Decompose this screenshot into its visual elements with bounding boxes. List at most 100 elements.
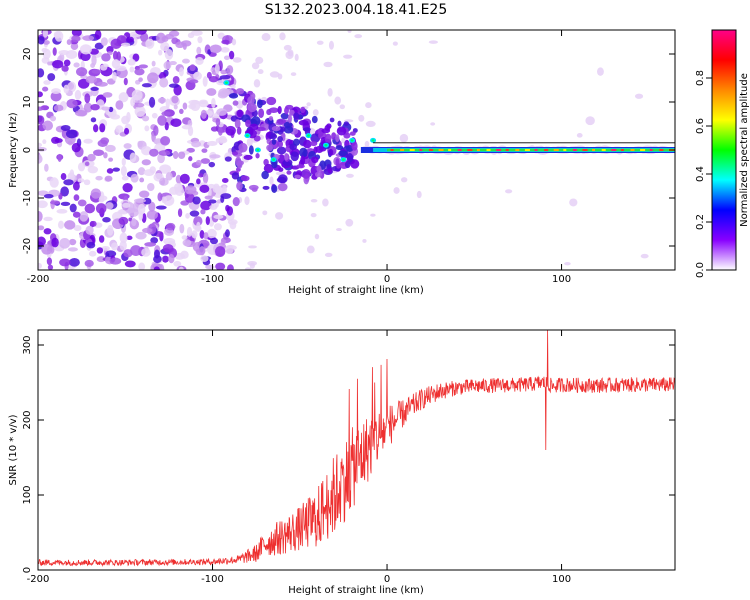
spectrogram-transition-blob bbox=[255, 153, 260, 159]
spectrogram-transition-blob bbox=[231, 151, 239, 156]
spectrogram-noise-blob bbox=[229, 221, 237, 230]
spectrogram-transition-blob bbox=[277, 135, 283, 143]
spectrogram-noise-blob bbox=[142, 115, 150, 122]
spectrogram-noise-blob bbox=[155, 205, 167, 210]
spectrogram-noise-blob bbox=[49, 177, 59, 188]
spectrogram-noise-blob bbox=[38, 262, 42, 269]
spectrogram-signal-peak bbox=[390, 149, 394, 151]
spectrogram-noise-blob bbox=[75, 110, 87, 117]
spectrogram-noise-blob bbox=[118, 92, 129, 103]
spectrogram-noise-blob bbox=[90, 220, 97, 227]
spectrogram-noise-blob bbox=[158, 177, 169, 186]
spectrogram-noise-blob bbox=[182, 42, 187, 50]
spectrogram-transition-blob bbox=[331, 132, 337, 140]
spectrogram-transition-blob bbox=[256, 126, 266, 132]
spectrogram-faint-blob bbox=[316, 40, 324, 45]
spectrogram-noise-blob bbox=[148, 96, 156, 108]
spectrogram-noise-blob bbox=[38, 68, 45, 78]
spectrogram-noise-blob bbox=[157, 153, 165, 164]
spectrogram-noise-blob bbox=[196, 178, 201, 185]
spectrogram-faint-blob bbox=[310, 213, 317, 218]
spectrogram-noise-blob bbox=[209, 204, 218, 210]
spectrogram-noise-blob bbox=[147, 182, 155, 192]
spectrogram-noise-blob bbox=[60, 125, 71, 132]
spectrogram-noise-blob bbox=[200, 158, 211, 164]
spectrogram-noise-blob bbox=[118, 216, 129, 225]
spectrogram-noise-blob bbox=[69, 169, 75, 178]
spectrogram-transition-blob bbox=[287, 113, 292, 124]
spectrogram-signal-peak bbox=[620, 149, 624, 151]
spectrogram-faint-blob bbox=[569, 198, 578, 207]
spectrogram-noise-blob bbox=[172, 75, 180, 84]
snr-ylabel: SNR (10 * v/v) bbox=[8, 414, 19, 485]
spectrogram-noise-blob bbox=[85, 225, 94, 235]
spectrogram-noise-blob bbox=[218, 135, 227, 143]
spectrogram-noise-blob bbox=[44, 163, 49, 172]
spectrogram-transition-blob bbox=[262, 185, 270, 190]
spectrogram-noise-blob bbox=[148, 201, 156, 212]
spectrogram-noise-blob bbox=[131, 218, 137, 227]
spectrogram-noise-blob bbox=[225, 125, 236, 136]
spectrogram-noise-blob bbox=[82, 35, 95, 41]
spectrogram-noise-blob bbox=[178, 266, 184, 270]
spectrogram-faint-blob bbox=[323, 61, 333, 68]
spectrogram-noise-blob bbox=[59, 238, 71, 249]
spectrogram-noise-blob bbox=[42, 30, 48, 38]
spectrogram-noise-blob bbox=[90, 117, 97, 123]
spectrogram-transition-blob bbox=[263, 163, 274, 173]
spectrogram-noise-blob bbox=[120, 165, 127, 177]
spectrogram-noise-blob bbox=[74, 89, 82, 100]
spectrogram-noise-blob bbox=[164, 49, 174, 60]
spectrogram-hotspot-core bbox=[225, 81, 228, 85]
spectrogram-noise-blob bbox=[43, 216, 53, 222]
spectrogram-noise-blob bbox=[87, 166, 99, 174]
spectrogram-transition-blob bbox=[277, 182, 288, 192]
spectrogram-noise-blob bbox=[60, 201, 71, 207]
spectrogram-faint-blob bbox=[370, 213, 376, 217]
spectrogram-signal-peak bbox=[544, 149, 549, 151]
spectrogram-transition-blob bbox=[268, 107, 279, 113]
spectrogram-faint-blob bbox=[336, 228, 342, 232]
spectrogram-noise-blob bbox=[122, 202, 131, 208]
spectrogram-noise-blob bbox=[211, 97, 216, 109]
spectrogram-noise-blob bbox=[38, 106, 45, 111]
spectrogram-signal-peak bbox=[524, 149, 530, 151]
spectrogram-faint-blob bbox=[597, 67, 604, 76]
spectrogram-noise-blob bbox=[93, 124, 99, 133]
spectrogram-noise-blob bbox=[160, 41, 170, 52]
spectrogram-noise-blob bbox=[188, 99, 200, 105]
spectrogram-noise-blob bbox=[121, 157, 126, 167]
spectrogram-noise-blob bbox=[109, 114, 121, 120]
spectrogram-hotspot-core bbox=[272, 158, 276, 161]
spectrogram-transition-blob bbox=[328, 148, 334, 156]
spectrogram-transition-blob bbox=[235, 156, 242, 167]
spectrogram-transition-blob bbox=[266, 96, 277, 106]
spectrogram-transition-blob bbox=[271, 184, 278, 193]
spectrogram-xtick-label: 100 bbox=[552, 274, 571, 285]
spectrogram-noise-blob bbox=[196, 221, 201, 231]
spectrogram-transition-blob bbox=[250, 92, 256, 100]
spectrogram-noise-blob bbox=[157, 97, 167, 104]
spectrogram-noise-blob bbox=[38, 211, 43, 222]
spectrogram-noise-blob bbox=[158, 72, 167, 80]
spectrogram-noise-blob bbox=[138, 190, 150, 198]
spectrogram-faint-blob bbox=[306, 245, 315, 254]
spectrogram-transition-blob bbox=[248, 184, 259, 191]
spectrogram-noise-blob bbox=[97, 139, 108, 147]
spectrogram-noise-blob bbox=[208, 199, 217, 204]
spectrogram-noise-blob bbox=[141, 247, 151, 257]
spectrogram-noise-blob bbox=[66, 98, 78, 109]
spectrogram-noise-blob bbox=[53, 104, 64, 112]
spectrogram-noise-blob bbox=[146, 210, 158, 220]
spectrogram-noise-blob bbox=[212, 185, 221, 193]
spectrogram-noise-blob bbox=[80, 52, 91, 62]
spectrogram-noise-blob bbox=[123, 143, 132, 149]
spectrogram-noise-blob bbox=[130, 173, 139, 183]
spectrogram-noise-blob bbox=[153, 266, 160, 270]
spectrogram-noise-blob bbox=[100, 37, 108, 46]
spectrogram-transition-blob bbox=[231, 172, 240, 180]
spectrogram-noise-blob bbox=[52, 47, 57, 56]
spectrogram-noise-blob bbox=[105, 202, 114, 210]
spectrogram-transition-blob bbox=[335, 145, 344, 151]
spectrogram-noise-blob bbox=[38, 115, 45, 125]
